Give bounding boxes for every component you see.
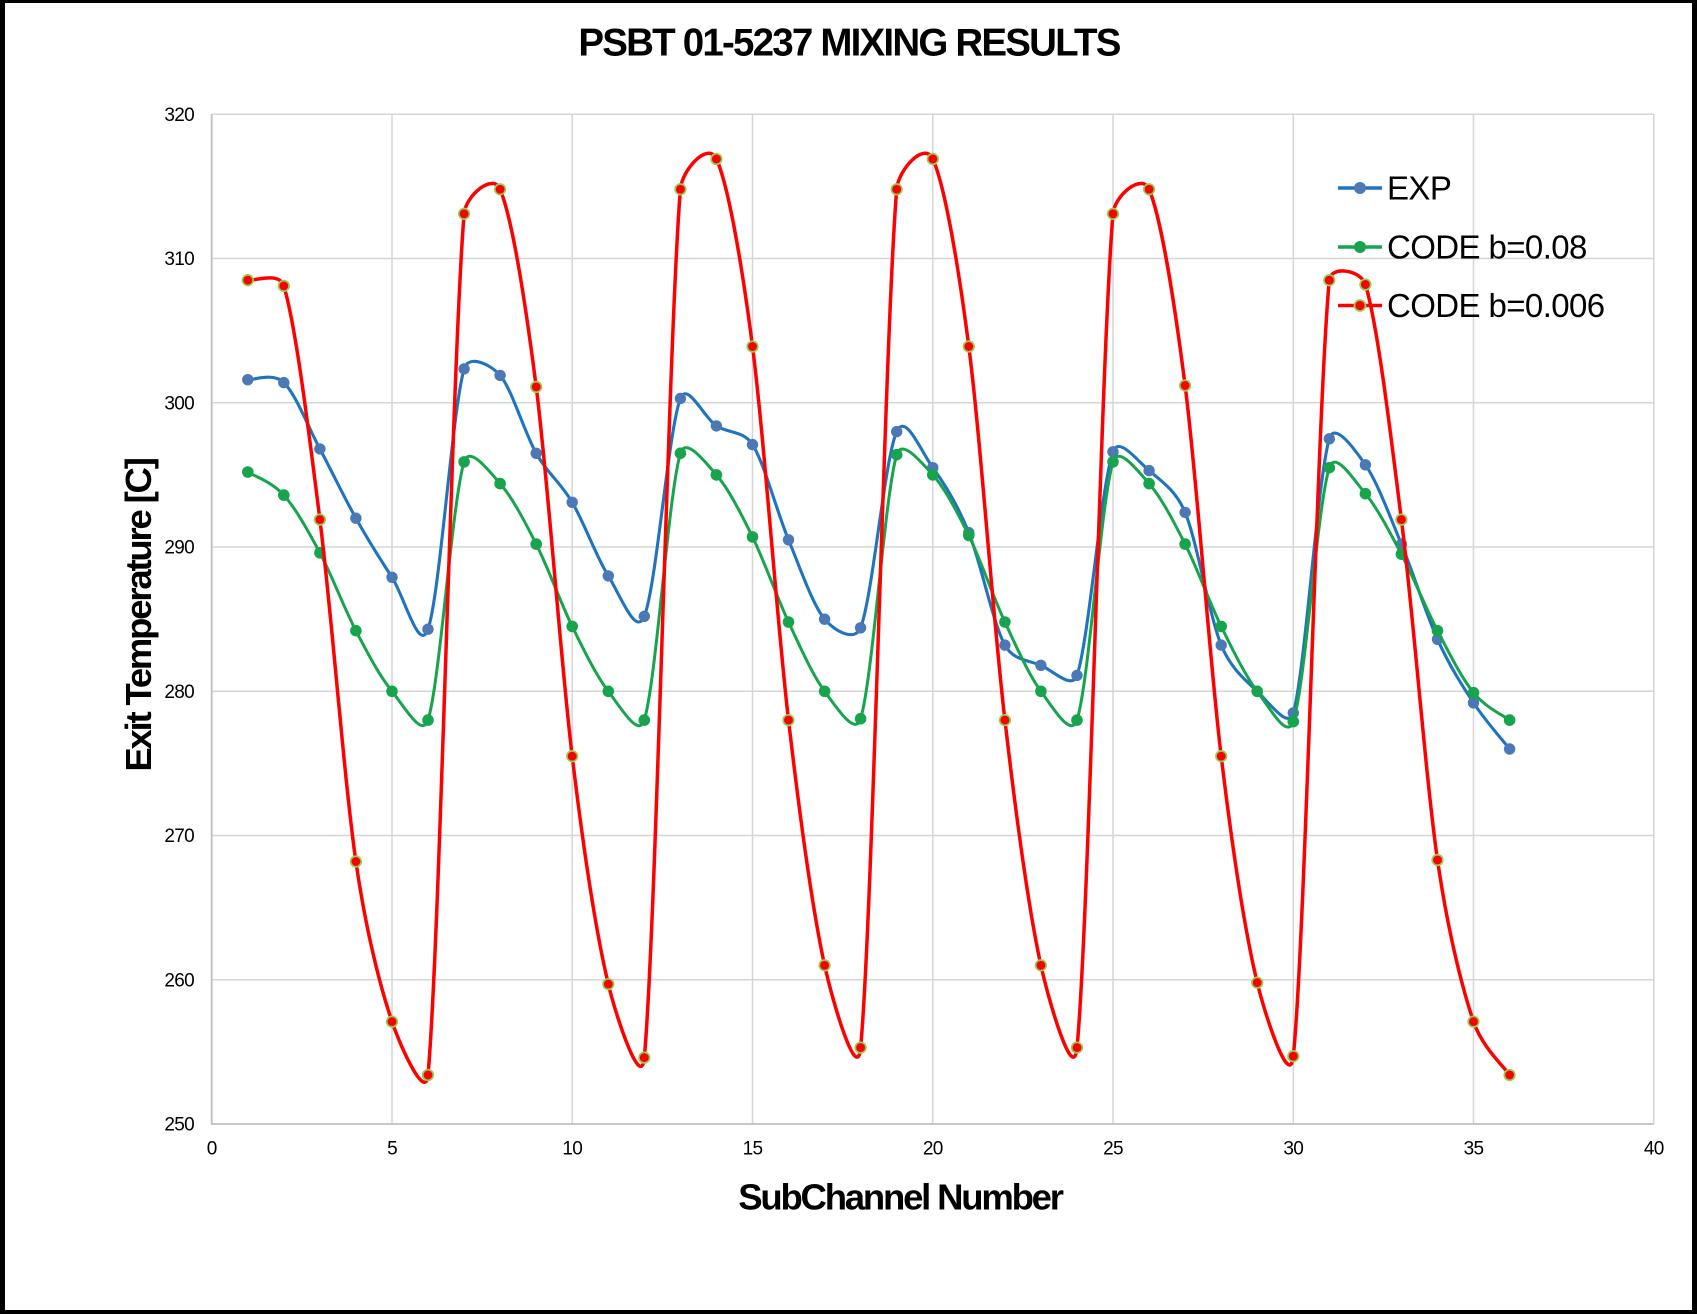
svg-text:CODE b=0.08: CODE b=0.08 bbox=[1387, 228, 1587, 265]
svg-text:250: 250 bbox=[164, 1115, 194, 1136]
svg-text:270: 270 bbox=[164, 826, 194, 847]
svg-text:35: 35 bbox=[1464, 1139, 1484, 1160]
svg-text:290: 290 bbox=[164, 538, 194, 559]
svg-text:40: 40 bbox=[1644, 1139, 1664, 1160]
svg-text:Exit Temperature [C]: Exit Temperature [C] bbox=[118, 458, 159, 771]
svg-text:320: 320 bbox=[164, 105, 194, 126]
svg-text:260: 260 bbox=[164, 970, 194, 991]
svg-text:PSBT 01-5237 MIXING RESULTS: PSBT 01-5237 MIXING RESULTS bbox=[578, 22, 1120, 65]
svg-text:25: 25 bbox=[1103, 1139, 1123, 1160]
svg-text:CODE b=0.006: CODE b=0.006 bbox=[1387, 287, 1605, 324]
svg-text:280: 280 bbox=[164, 682, 194, 703]
svg-text:300: 300 bbox=[164, 393, 194, 414]
svg-text:30: 30 bbox=[1283, 1139, 1303, 1160]
svg-text:0: 0 bbox=[207, 1139, 217, 1160]
svg-text:10: 10 bbox=[562, 1139, 582, 1160]
svg-text:SubChannel Number: SubChannel Number bbox=[738, 1176, 1064, 1217]
svg-text:310: 310 bbox=[164, 249, 194, 270]
svg-text:15: 15 bbox=[743, 1139, 763, 1160]
svg-text:20: 20 bbox=[923, 1139, 943, 1160]
svg-text:EXP: EXP bbox=[1387, 169, 1451, 206]
svg-text:5: 5 bbox=[387, 1139, 397, 1160]
